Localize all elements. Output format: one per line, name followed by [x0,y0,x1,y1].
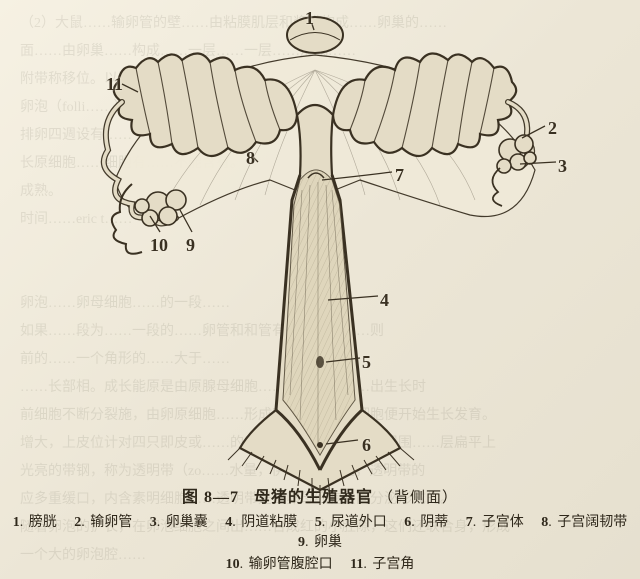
pointer-2: 2 [548,118,557,139]
page-root: （2）大鼠……输卵管的壁……由粘膜肌层和浆膜构成……卵巢的…… 面……由卵巢……… [0,0,640,579]
figure-view: （背侧面） [378,490,458,506]
pointer-1: 1 [305,8,314,29]
pointer-5: 5 [362,352,371,373]
vaginal-mucosa [283,170,355,455]
ligament-striation [170,70,475,205]
clitoris [317,442,323,448]
pointer-7: 7 [395,165,404,186]
caption-block: 图 8—7 母猪的生殖器官 （背侧面） 1. 膀胱 2. 输卵管 3. 卵巢囊 … [0,483,640,573]
pointer-4: 4 [380,290,389,311]
right-ovary-complex [492,102,536,206]
pointer-10: 10 [150,235,168,256]
infundibulum [112,184,142,254]
figure-number: 图 8—7 [182,489,239,506]
anatomy-figure [0,0,640,505]
figure-title: 图 8—7 母猪的生殖器官 （背侧面） [0,483,640,507]
uterine-horns [114,53,516,156]
horn-segments [136,60,494,148]
pointer-8: 8 [246,148,255,169]
left-ovary-complex [104,102,186,254]
leader-lines [122,24,556,444]
legend-line-1: 1. 膀胱 2. 输卵管 3. 卵巢囊 4. 阴道粘膜 5. 尿道外口 6. 阴… [0,511,640,551]
legend-line-2: 10. 输卵管腹腔口 11. 子宫角 [0,553,640,573]
uterus-vagina-outline [240,105,400,490]
broad-ligament [115,55,535,222]
figure-name: 母猪的生殖器官 [254,489,373,506]
pointer-9: 9 [186,235,195,256]
bladder [287,17,343,53]
pointer-6: 6 [362,435,371,456]
pointer-11: 11 [106,74,123,95]
pointer-3: 3 [558,156,567,177]
urethral-orifice [316,356,324,368]
